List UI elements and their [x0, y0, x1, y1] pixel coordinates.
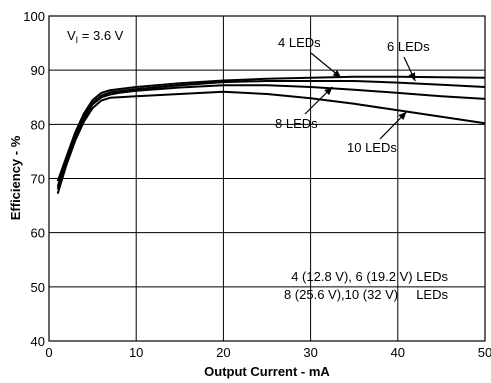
tick-labels: 0 10 20 30 40 50 40 50 60 70 80 90 100 — [23, 9, 491, 360]
series-line-4-leds — [56, 75, 486, 182]
y-tick-label: 60 — [31, 226, 45, 241]
grid-lines — [49, 16, 485, 341]
annotation-label: 10 LEDs — [347, 140, 397, 155]
y-tick-label: 70 — [31, 172, 45, 187]
x-tick-label: 40 — [391, 345, 405, 360]
x-tick-label: 0 — [45, 345, 52, 360]
y-tick-label: 100 — [23, 9, 45, 24]
arrowhead — [408, 72, 416, 81]
annotation-label: 8 LEDs — [275, 116, 318, 131]
x-tick-label: 50 — [478, 345, 491, 360]
plot-frame — [48, 15, 486, 342]
annotation-label: 4 LEDs — [278, 35, 321, 50]
y-tick-label: 50 — [31, 280, 45, 295]
legend-line-1: 4 (12.8 V), 6 (19.2 V) LEDs — [291, 269, 448, 284]
series-annotations: 4 LEDs 6 LEDs 8 LEDs 10 LEDs — [275, 35, 430, 155]
series-line-10-leds — [56, 90, 486, 194]
legend-line-2: 8 (25.6 V),10 (32 V) LEDs — [284, 287, 449, 302]
series-line-8-leds — [56, 84, 486, 190]
x-tick-label: 30 — [303, 345, 317, 360]
series-lines — [56, 75, 486, 194]
series-line-6-leds — [56, 80, 486, 187]
y-axis-title: Efficiency - % — [8, 135, 23, 220]
x-tick-label: 20 — [216, 345, 230, 360]
arrowhead — [332, 70, 342, 78]
y-tick-label: 90 — [31, 63, 45, 78]
input-voltage-label: VI = 3.6 V — [67, 28, 124, 45]
y-tick-label: 80 — [31, 117, 45, 132]
annotation-label: 6 LEDs — [387, 39, 430, 54]
x-axis-title: Output Current - mA — [204, 364, 330, 379]
x-tick-label: 10 — [129, 345, 143, 360]
y-tick-label: 40 — [31, 334, 45, 349]
arrowhead — [398, 111, 407, 120]
arrowhead — [324, 87, 333, 96]
